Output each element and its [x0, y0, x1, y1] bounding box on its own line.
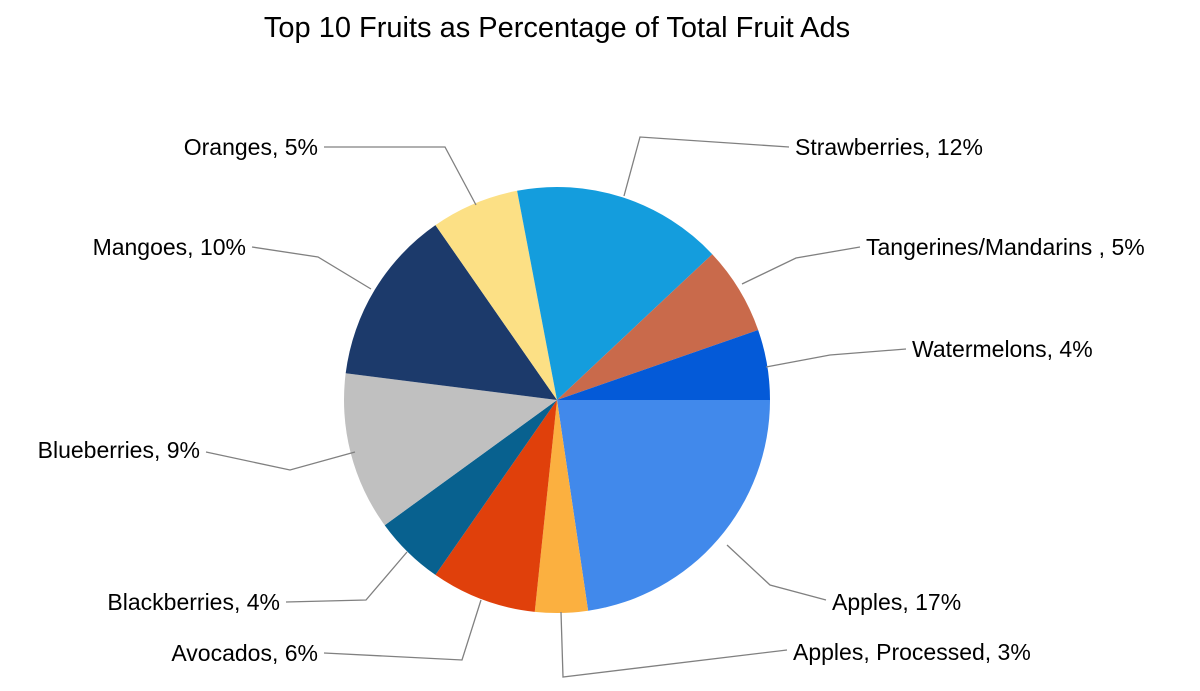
slice-labels: Apples, 17% Apples, Processed, 3% Avocados… [38, 134, 1145, 666]
pie-slice-oranges [435, 190, 557, 400]
leader-line [726, 544, 827, 601]
slice-label: Watermelons, 4% [912, 336, 1093, 362]
pie-slice-blackberries [384, 400, 557, 575]
leader-line [324, 146, 477, 206]
leader-line [560, 611, 788, 678]
pie-slice-avocados [435, 400, 557, 612]
slice-label: Avocados, 6% [171, 640, 318, 666]
slice-label: Tangerines/Mandarins , 5% [866, 234, 1145, 260]
leader-lines [205, 136, 907, 678]
pie-slices [343, 186, 770, 614]
slice-label: Oranges, 5% [184, 134, 318, 160]
leader-line [205, 451, 356, 471]
leader-line [765, 348, 907, 368]
leader-line [623, 136, 790, 197]
pie-slice-strawberries [517, 186, 713, 400]
slice-label: Blueberries, 9% [38, 437, 200, 463]
pie-slice-tangerines-mandarins [557, 254, 759, 400]
slice-label: Apples, 17% [832, 589, 961, 615]
slice-label: Apples, Processed, 3% [793, 639, 1031, 665]
leader-line [285, 551, 408, 603]
slice-label: Strawberries, 12% [795, 134, 983, 160]
slice-label: Blackberries, 4% [107, 589, 280, 615]
leader-line [323, 599, 482, 661]
pie-slice-apples-processed [534, 400, 589, 614]
pie-slice-mangoes [345, 225, 557, 400]
slice-label: Mangoes, 10% [93, 234, 246, 260]
chart-title: Top 10 Fruits as Percentage of Total Fru… [264, 12, 850, 44]
pie-slice-apples [557, 400, 770, 611]
pie-slice-watermelons [557, 329, 770, 400]
leader-line [251, 246, 372, 290]
leader-line [741, 246, 861, 285]
pie-slice-blueberries [343, 373, 557, 526]
